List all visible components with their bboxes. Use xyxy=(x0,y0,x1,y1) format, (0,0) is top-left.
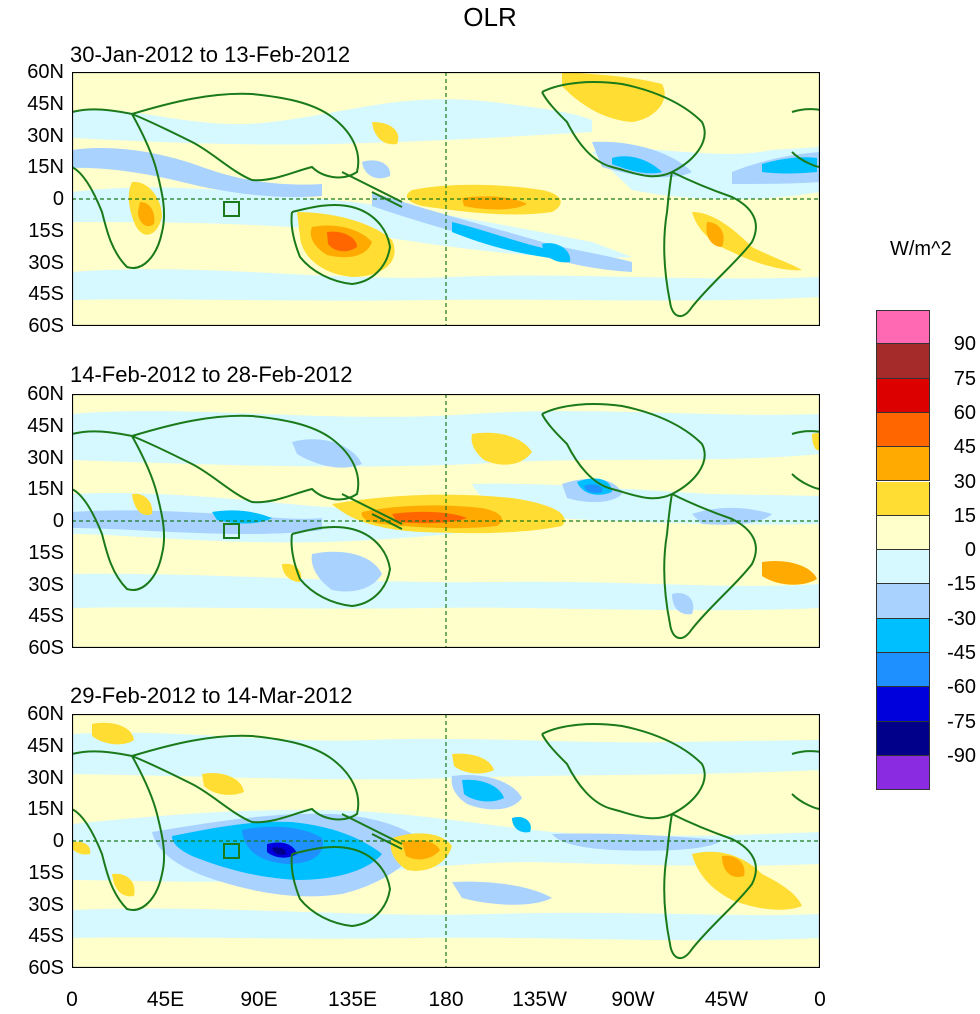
colorbar-label: 30 xyxy=(953,470,976,493)
colorbar-label: 75 xyxy=(953,367,976,390)
x-tick-label: 135W xyxy=(512,988,567,1011)
colorbar-swatch xyxy=(876,310,930,345)
x-tick-label: 0 xyxy=(66,988,78,1011)
x-tick-label: 45W xyxy=(704,988,749,1011)
y-tick-label: 45N xyxy=(27,92,64,115)
y-tick-label: 15S xyxy=(28,219,64,242)
colorbar-title: W/m^2 xyxy=(890,238,952,260)
colorbar-label: -60 xyxy=(947,676,976,699)
y-tick-label: 0 xyxy=(52,510,64,532)
y-tick-label: 30N xyxy=(27,124,64,147)
x-tick-label: 90W xyxy=(611,988,655,1011)
y-tick-label: 45S xyxy=(28,283,64,306)
colorbar-label: 90 xyxy=(953,333,976,356)
y-tick-label: 45N xyxy=(27,734,64,757)
y-tick-label: 60N xyxy=(27,61,64,83)
colorbar-swatch xyxy=(876,755,930,791)
y-tick-label: 15N xyxy=(27,156,64,179)
y-tick-label: 15N xyxy=(27,798,64,821)
x-tick-label: 135E xyxy=(327,988,378,1011)
map-panel-3-svg xyxy=(72,714,820,968)
figure-title: OLR xyxy=(463,2,517,32)
colorbar-label: -30 xyxy=(947,607,976,630)
colorbar-label: -75 xyxy=(947,710,976,733)
colorbar-swatch xyxy=(876,515,930,551)
y-tick-label: 60N xyxy=(27,703,64,725)
y-tick-label: 45S xyxy=(28,605,64,628)
x-tick-label: 180 xyxy=(428,988,464,1011)
panel-3-title: 29-Feb-2012 to 14-Mar-2012 xyxy=(70,683,353,708)
colorbar-swatch xyxy=(876,447,930,482)
map-panel-1-svg xyxy=(72,72,820,326)
colorbar-swatch xyxy=(876,687,930,722)
y-tick-label: 45S xyxy=(28,925,64,948)
map-panel-3 xyxy=(72,714,820,968)
y-tick-label: 30S xyxy=(28,893,64,916)
panel-2-title: 14-Feb-2012 to 28-Feb-2012 xyxy=(70,362,353,387)
y-tick-label: 45N xyxy=(27,414,64,437)
panel-1-title: 30-Jan-2012 to 13-Feb-2012 xyxy=(70,42,351,67)
map-panel-2-svg xyxy=(72,394,820,648)
colorbar-swatch xyxy=(876,584,930,619)
colorbar-swatch xyxy=(876,618,930,653)
y-tick-label: 60N xyxy=(27,383,64,405)
y-tick-label: 0 xyxy=(52,188,64,210)
y-tick-label: 60S xyxy=(28,957,64,979)
y-tick-label: 30S xyxy=(28,573,64,596)
x-tick-label: 45E xyxy=(146,988,185,1011)
x-tick-label: 90E xyxy=(240,988,278,1011)
y-tick-label: 15S xyxy=(28,541,64,564)
y-tick-label: 30S xyxy=(28,251,64,274)
colorbar-label: 0 xyxy=(964,539,976,562)
colorbar-label: -45 xyxy=(947,642,976,664)
colorbar-swatch xyxy=(876,378,930,413)
colorbar-swatch xyxy=(876,412,930,448)
colorbar-swatch xyxy=(876,653,930,688)
colorbar-label: 15 xyxy=(953,504,976,527)
y-tick-label: 15S xyxy=(28,861,64,884)
colorbar-label: -90 xyxy=(947,744,976,767)
map-panel-1 xyxy=(72,72,820,326)
y-tick-label: 60S xyxy=(28,637,64,659)
y-tick-label: 15N xyxy=(27,478,64,501)
colorbar-label: 45 xyxy=(953,436,976,459)
map-panel-2 xyxy=(72,394,820,648)
y-tick-label: 30N xyxy=(27,446,64,469)
colorbar-swatch xyxy=(876,344,930,379)
y-tick-label: 30N xyxy=(27,766,64,789)
x-tick-label: 0 xyxy=(814,988,826,1011)
colorbar-swatch xyxy=(876,550,930,585)
colorbar-label: -15 xyxy=(947,573,976,596)
colorbar-swatch xyxy=(876,481,930,516)
y-tick-label: 0 xyxy=(52,830,64,852)
y-tick-label: 60S xyxy=(28,315,64,337)
colorbar-label: 60 xyxy=(953,401,976,424)
colorbar-swatch xyxy=(876,721,930,756)
